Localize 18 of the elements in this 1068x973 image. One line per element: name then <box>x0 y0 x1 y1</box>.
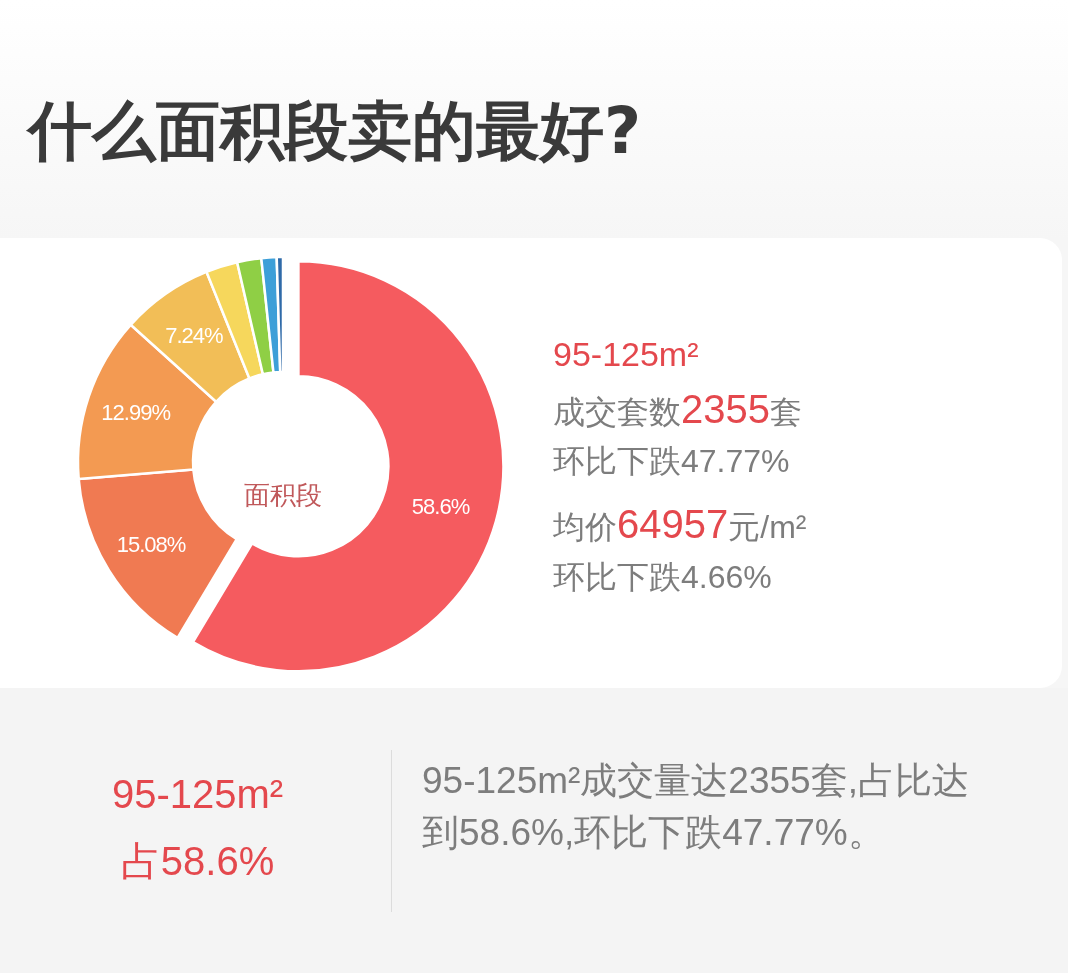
data-label: 58.6% <box>411 493 470 519</box>
text: 95-125m² <box>110 772 285 817</box>
text: 环比下跌47.77% <box>553 443 790 479</box>
text: 套 <box>769 394 802 430</box>
text: 95-125m² <box>553 335 699 373</box>
text: 64957 <box>617 502 729 546</box>
text: 成交套数 <box>553 394 681 430</box>
text: 元/m² <box>728 509 807 545</box>
text: 占58.6% <box>119 838 276 885</box>
text: 均价 <box>553 509 617 545</box>
data-label: 7.24% <box>165 322 224 348</box>
data-label: 15.08% <box>116 532 186 558</box>
data-label: 12.99% <box>101 400 171 426</box>
text: 2355 <box>681 387 770 431</box>
text: 面积段 <box>243 479 323 512</box>
text: 95-125m²成交量达2355套,占比达到58.6%,环比下跌47.77%。 <box>422 759 970 855</box>
text: 环比下跌4.66% <box>553 559 772 595</box>
chart-title: 什么面积段卖的最好? <box>28 93 642 170</box>
